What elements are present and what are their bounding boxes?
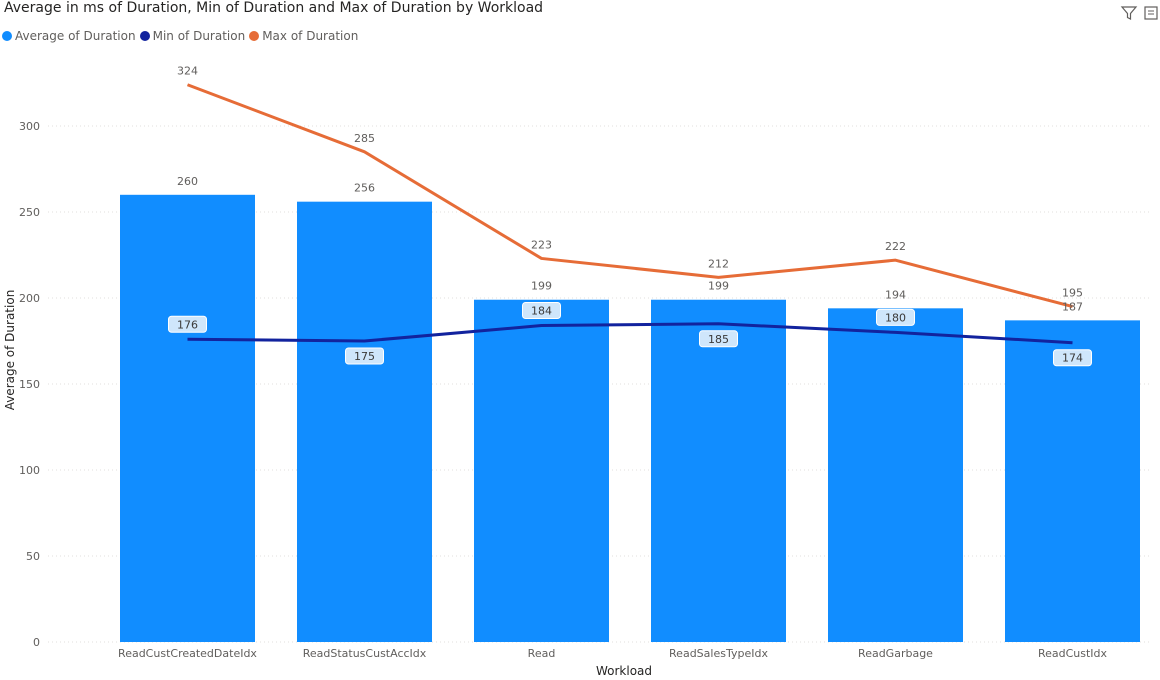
max-data-label: 285 — [354, 132, 375, 145]
bar-average[interactable] — [828, 308, 963, 642]
bar-data-label: 199 — [531, 280, 552, 293]
y-axis-ticks: 0 50 100 150 200 250 300 — [19, 120, 40, 649]
y-tick-label: 50 — [26, 550, 40, 563]
min-data-label: 174 — [1062, 352, 1083, 365]
bar-data-label: 194 — [885, 288, 906, 301]
min-data-label-background — [522, 302, 561, 320]
min-data-label-background — [345, 347, 384, 365]
bar-data-label: 256 — [354, 182, 375, 195]
legend-item-max[interactable]: Max of Duration — [249, 29, 358, 43]
min-data-label: 185 — [708, 333, 729, 346]
y-tick-label: 250 — [19, 206, 40, 219]
max-data-label: 212 — [708, 257, 729, 270]
bar-average[interactable] — [120, 194, 255, 643]
chart-legend: Average of Duration Min of Duration Max … — [2, 28, 362, 44]
min-data-label: 184 — [531, 305, 552, 318]
bar-data-label: 260 — [177, 175, 198, 188]
legend-label-min: Min of Duration — [152, 29, 246, 43]
lines-min-max-duration — [186, 83, 1073, 345]
min-data-label: 176 — [177, 318, 198, 331]
line-min-duration[interactable] — [187, 322, 1073, 345]
x-tick-label: ReadStatusCustAccIdx — [303, 647, 427, 660]
max-data-label: 223 — [531, 238, 552, 251]
bar-average[interactable] — [651, 299, 786, 642]
max-data-label: 222 — [885, 240, 906, 253]
min-data-label-background — [168, 315, 207, 333]
y-tick-label: 0 — [33, 636, 40, 649]
legend-marker-average — [2, 31, 12, 41]
legend-label-average: Average of Duration — [15, 29, 136, 43]
y-tick-label: 150 — [19, 378, 40, 391]
legend-marker-max — [249, 31, 260, 41]
legend-item-min[interactable]: Min of Duration — [139, 29, 246, 43]
min-data-label-background — [876, 308, 915, 326]
line-max-duration[interactable] — [186, 83, 1073, 309]
min-data-label-background — [699, 330, 738, 348]
min-data-label: 175 — [354, 350, 375, 363]
chart-title: Average in ms of Duration, Min of Durati… — [4, 0, 544, 16]
data-labels: 260 256 199 199 194 187 324 285 223 212 222 195 176 1… — [168, 65, 1092, 367]
focus-mode-icon[interactable] — [1142, 4, 1160, 22]
legend-item-average[interactable]: Average of Duration — [2, 29, 136, 43]
x-tick-label: ReadGarbage — [858, 647, 933, 660]
x-tick-label: Read — [528, 647, 556, 660]
bars-average-duration — [120, 194, 1140, 643]
min-data-label-background — [1053, 349, 1092, 367]
legend-label-max: Max of Duration — [262, 29, 359, 43]
max-data-label: 195 — [1062, 287, 1083, 300]
filter-icon[interactable] — [1120, 4, 1138, 22]
bar-data-label: 199 — [708, 280, 729, 293]
legend-marker-min — [139, 31, 150, 41]
max-data-label: 324 — [177, 65, 198, 78]
bar-average[interactable] — [474, 299, 609, 642]
y-tick-label: 200 — [19, 292, 40, 305]
x-tick-label: ReadCustCreatedDateIdx — [118, 647, 257, 660]
y-tick-label: 300 — [19, 120, 40, 133]
x-axis-title: Workload — [596, 664, 652, 678]
x-tick-label: ReadCustIdx — [1038, 647, 1108, 660]
bar-average[interactable] — [297, 201, 432, 642]
x-axis-ticks: ReadCustCreatedDateIdx ReadStatusCustAccI… — [118, 647, 1107, 660]
bar-data-label: 187 — [1062, 300, 1083, 313]
min-data-label: 180 — [885, 311, 906, 324]
y-tick-label: 100 — [19, 464, 40, 477]
x-tick-label: ReadSalesTypeIdx — [669, 647, 768, 660]
visual-header-icons — [1120, 4, 1160, 22]
y-axis-title: Average of Duration — [3, 290, 17, 411]
bar-average[interactable] — [1005, 320, 1140, 642]
